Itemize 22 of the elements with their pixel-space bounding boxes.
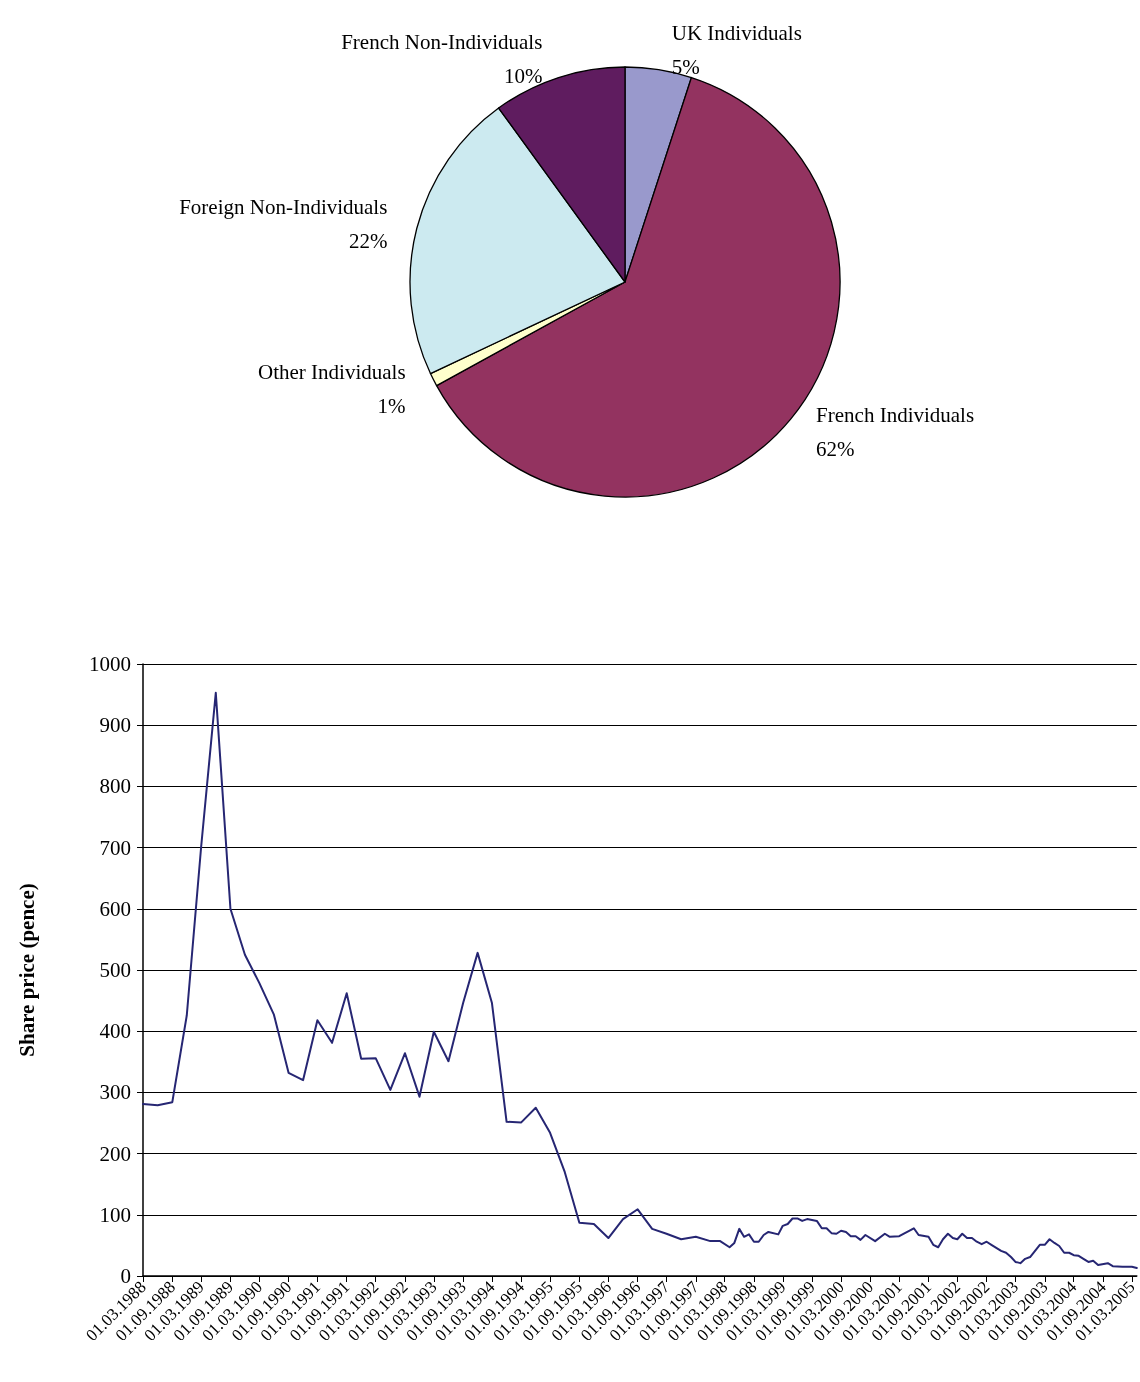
slice-label: UK Individuals — [671, 20, 802, 45]
data-label: 1% — [377, 393, 406, 418]
y-tick-label: 100 — [99, 1202, 131, 1227]
y-tick-label: 400 — [99, 1019, 131, 1044]
y-tick-label: 700 — [99, 835, 131, 860]
slice-label: Foreign Non-Individuals — [179, 194, 388, 219]
slice-label: Other Individuals — [258, 359, 406, 384]
data-label: 62% — [816, 436, 855, 461]
y-tick-label: 1000 — [89, 652, 131, 676]
data-label: 5% — [671, 54, 700, 79]
y-tick-label: 500 — [99, 958, 131, 982]
y-tick-label: 200 — [99, 1141, 131, 1166]
data-label: 10% — [503, 63, 543, 88]
y-axis-title: Share price (pence) — [14, 883, 39, 1057]
y-tick-label: 600 — [99, 896, 131, 921]
y-tick-label: 0 — [120, 1264, 131, 1288]
y-tick-label: 300 — [99, 1080, 131, 1105]
slice-label: French Individuals — [816, 402, 975, 427]
data-label: 22% — [348, 228, 388, 253]
slice-label: French Non-Individuals — [341, 29, 543, 54]
y-tick-label: 900 — [99, 713, 131, 738]
y-tick-label: 800 — [99, 774, 131, 799]
